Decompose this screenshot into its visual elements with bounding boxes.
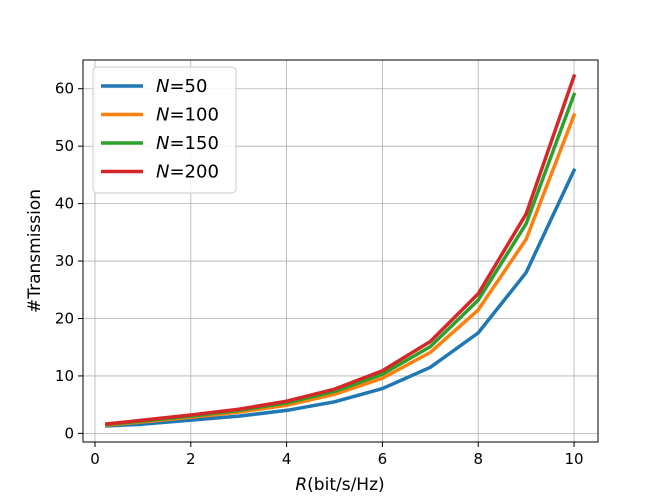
y-axis-ticks: 0 10 20 30 40 50 60 [55,80,83,442]
x-tick-label: 6 [378,450,388,468]
legend-value: =150 [169,133,218,154]
series-line-0 [105,167,577,428]
legend-box [92,66,237,194]
legend-label-3: N=200 [156,162,219,183]
y-tick-label: 40 [55,195,74,213]
legend-variable: N [156,105,169,126]
plot-frame [82,59,599,443]
legend-value: =100 [169,105,218,126]
x-tick-label: 0 [90,450,100,468]
legend-label-2: N=150 [156,133,219,154]
y-tick-label: 10 [55,367,74,385]
legend-label-0: N=50 [156,76,207,97]
legend-variable: N [156,76,169,97]
y-tick-label: 50 [55,137,74,155]
y-tick-label: 20 [55,309,74,327]
y-axis-label: #Transmission [25,189,45,313]
x-tick-label: 10 [564,450,583,468]
x-tick-label: 4 [282,450,292,468]
legend-variable: N [156,162,169,183]
x-tick-label: 2 [186,450,196,468]
x-tick-label: 8 [473,450,483,468]
x-axis-ticks: 0 2 4 6 8 10 [90,442,584,468]
y-tick-label: 30 [55,252,74,270]
series-line-3 [105,73,577,426]
legend-value: =200 [169,162,218,183]
y-tick-label: 60 [55,80,74,98]
y-tick-label: 0 [64,424,74,442]
series-lines [105,73,577,428]
legend-label-1: N=100 [156,105,219,126]
x-axis-label-variable: R [295,475,307,495]
legend-variable: N [156,133,169,154]
legend-value: =50 [169,76,207,97]
x-axis-label: R(bit/s/Hz) [295,475,384,495]
x-axis-label-unit: (bit/s/Hz) [307,475,384,495]
